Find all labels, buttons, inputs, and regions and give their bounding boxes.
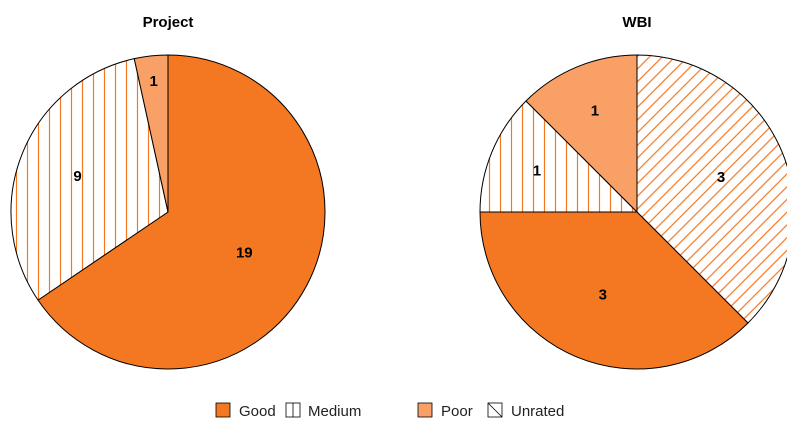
pie-slice-value-label: 3 [599,287,607,304]
legend-item-poor: Poor [417,402,473,420]
pie-slice-medium [10,58,169,301]
pie-slice-value-label: 9 [73,168,81,185]
pie-slice-value-label: 3 [717,169,725,186]
legend-item-unrated: Unrated [487,402,564,420]
pie-slice-poor [525,54,638,214]
legend-label-unrated: Unrated [511,403,564,420]
pie-wbi-slices: 3 3 1 1 [479,54,787,370]
legend-item-good: Good [215,402,276,420]
chart-title-wbi: WBI [622,14,651,31]
pie-slice-medium [479,100,639,213]
legend-item-medium: Medium [285,402,361,420]
chart-title-project: Project [143,14,194,31]
legend-label-poor: Poor [441,403,473,420]
legend-label-good: Good [239,403,276,420]
pie-slice-value-label: 1 [150,73,158,90]
pie-slice-value-label: 1 [533,163,541,180]
pie-slice-unrated [636,54,787,324]
pie-wbi: WBI 3 3 1 1 [479,14,787,370]
pie-slice-value-label: 19 [236,244,253,261]
legend-swatch-poor [417,402,433,418]
legend-swatch-good [215,402,231,418]
pie-slice-poor [133,54,169,213]
legend-swatch-unrated-line [487,402,503,418]
pie-slice-good [479,211,749,370]
legend: Good Medium Poor Unrated [215,402,564,420]
pie-slice-value-label: 1 [591,103,599,120]
pie-slice-good [37,54,326,370]
legend-label-medium: Medium [308,403,361,420]
